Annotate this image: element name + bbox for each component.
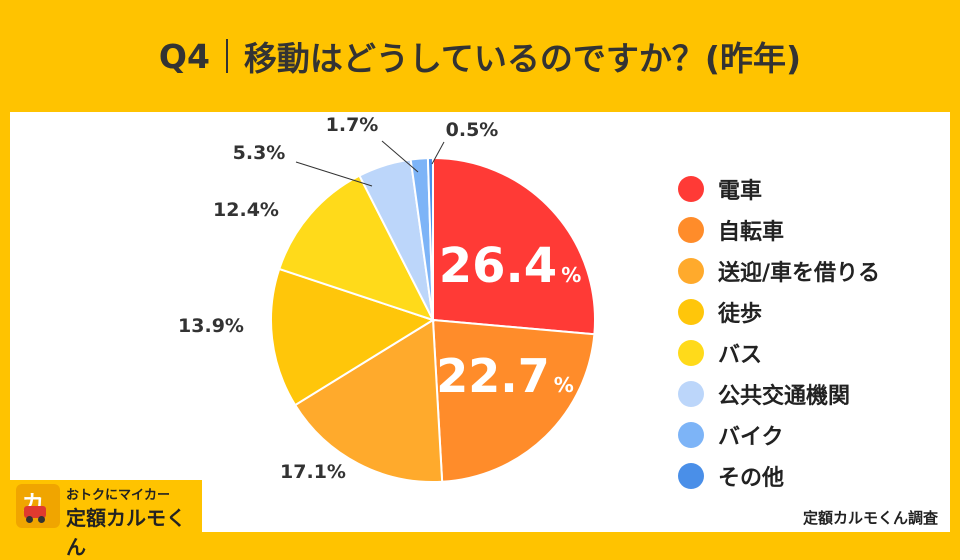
- legend: 電車自転車送迎/車を借りる 徒歩バス公共交通機関 バイクその他: [678, 168, 880, 496]
- legend-swatch: [678, 175, 704, 202]
- legend-item-motorbike: バイク: [678, 414, 880, 455]
- legend-swatch: [678, 339, 704, 366]
- brand-logo: カ おトクにマイカー 定額カルモくん: [10, 480, 202, 559]
- data-label-train: 26.4%: [439, 238, 581, 294]
- legend-label: 自転車: [718, 219, 785, 245]
- legend-swatch: [678, 380, 704, 407]
- question-number: Q4: [158, 36, 210, 76]
- source-note: 定額カルモくん調査: [802, 509, 938, 527]
- data-label-walk: 13.9%: [178, 315, 244, 337]
- pie-chart: 26.4 % 22.7 % 17.1% 13.9% 12.4% 5.3% 1.7% 0.5%: [178, 114, 596, 483]
- leader-line-other: [431, 141, 445, 165]
- legend-item-train: 電車: [678, 168, 880, 209]
- leader-line-motorbike: [381, 140, 419, 173]
- data-label-bicycle: 22.7%: [436, 349, 574, 403]
- legend-swatch: [678, 216, 704, 243]
- legend-item-other: その他: [678, 455, 880, 496]
- legend-swatch: [678, 462, 704, 489]
- pie-slice-bicycle: [431, 318, 596, 483]
- car-logo-icon: カ: [16, 484, 60, 528]
- legend-label: 公共交通機関: [718, 383, 851, 409]
- legend-swatch: [678, 421, 704, 448]
- legend-label: バス: [718, 342, 763, 368]
- data-label-other: 0.5%: [446, 119, 499, 141]
- pie-slice-walk: [270, 267, 436, 407]
- legend-label: 電車: [718, 178, 763, 204]
- title-divider: [225, 39, 228, 73]
- legend-label: 徒歩: [718, 301, 763, 327]
- data-label-motorbike: 1.7%: [326, 114, 379, 136]
- question-text: 移動はどうしているのですか？(昨年): [243, 39, 802, 78]
- pie-slice-bus: [277, 174, 435, 322]
- legend-swatch: [678, 298, 704, 325]
- legend-item-ride: 送迎/車を借りる: [678, 250, 880, 291]
- pie-slice-other: [426, 156, 434, 321]
- legend-swatch: [678, 257, 704, 284]
- pie-slice-ride: [293, 318, 444, 483]
- page-title: Q4 移動はどうしているのですか？(昨年): [0, 0, 960, 112]
- data-label-bus: 12.4%: [213, 199, 279, 221]
- legend-item-bus: バス: [678, 332, 880, 373]
- legend-item-walk: 徒歩: [678, 291, 880, 332]
- legend-label: バイク: [718, 424, 784, 450]
- logo-tagline: おトクにマイカー: [66, 488, 171, 503]
- legend-item-public-transit: 公共交通機関: [678, 373, 880, 414]
- pie-slice-train: [432, 156, 596, 336]
- logo-name: 定額カルモくん: [66, 506, 186, 559]
- legend-label: 送迎/車を借りる: [718, 260, 881, 286]
- leader-line-public-transit: [295, 161, 373, 187]
- legend-item-bicycle: 自転車: [678, 209, 880, 250]
- data-label-public-transit: 5.3%: [233, 142, 286, 164]
- data-label-ride: 17.1%: [280, 461, 346, 483]
- legend-label: その他: [718, 465, 785, 491]
